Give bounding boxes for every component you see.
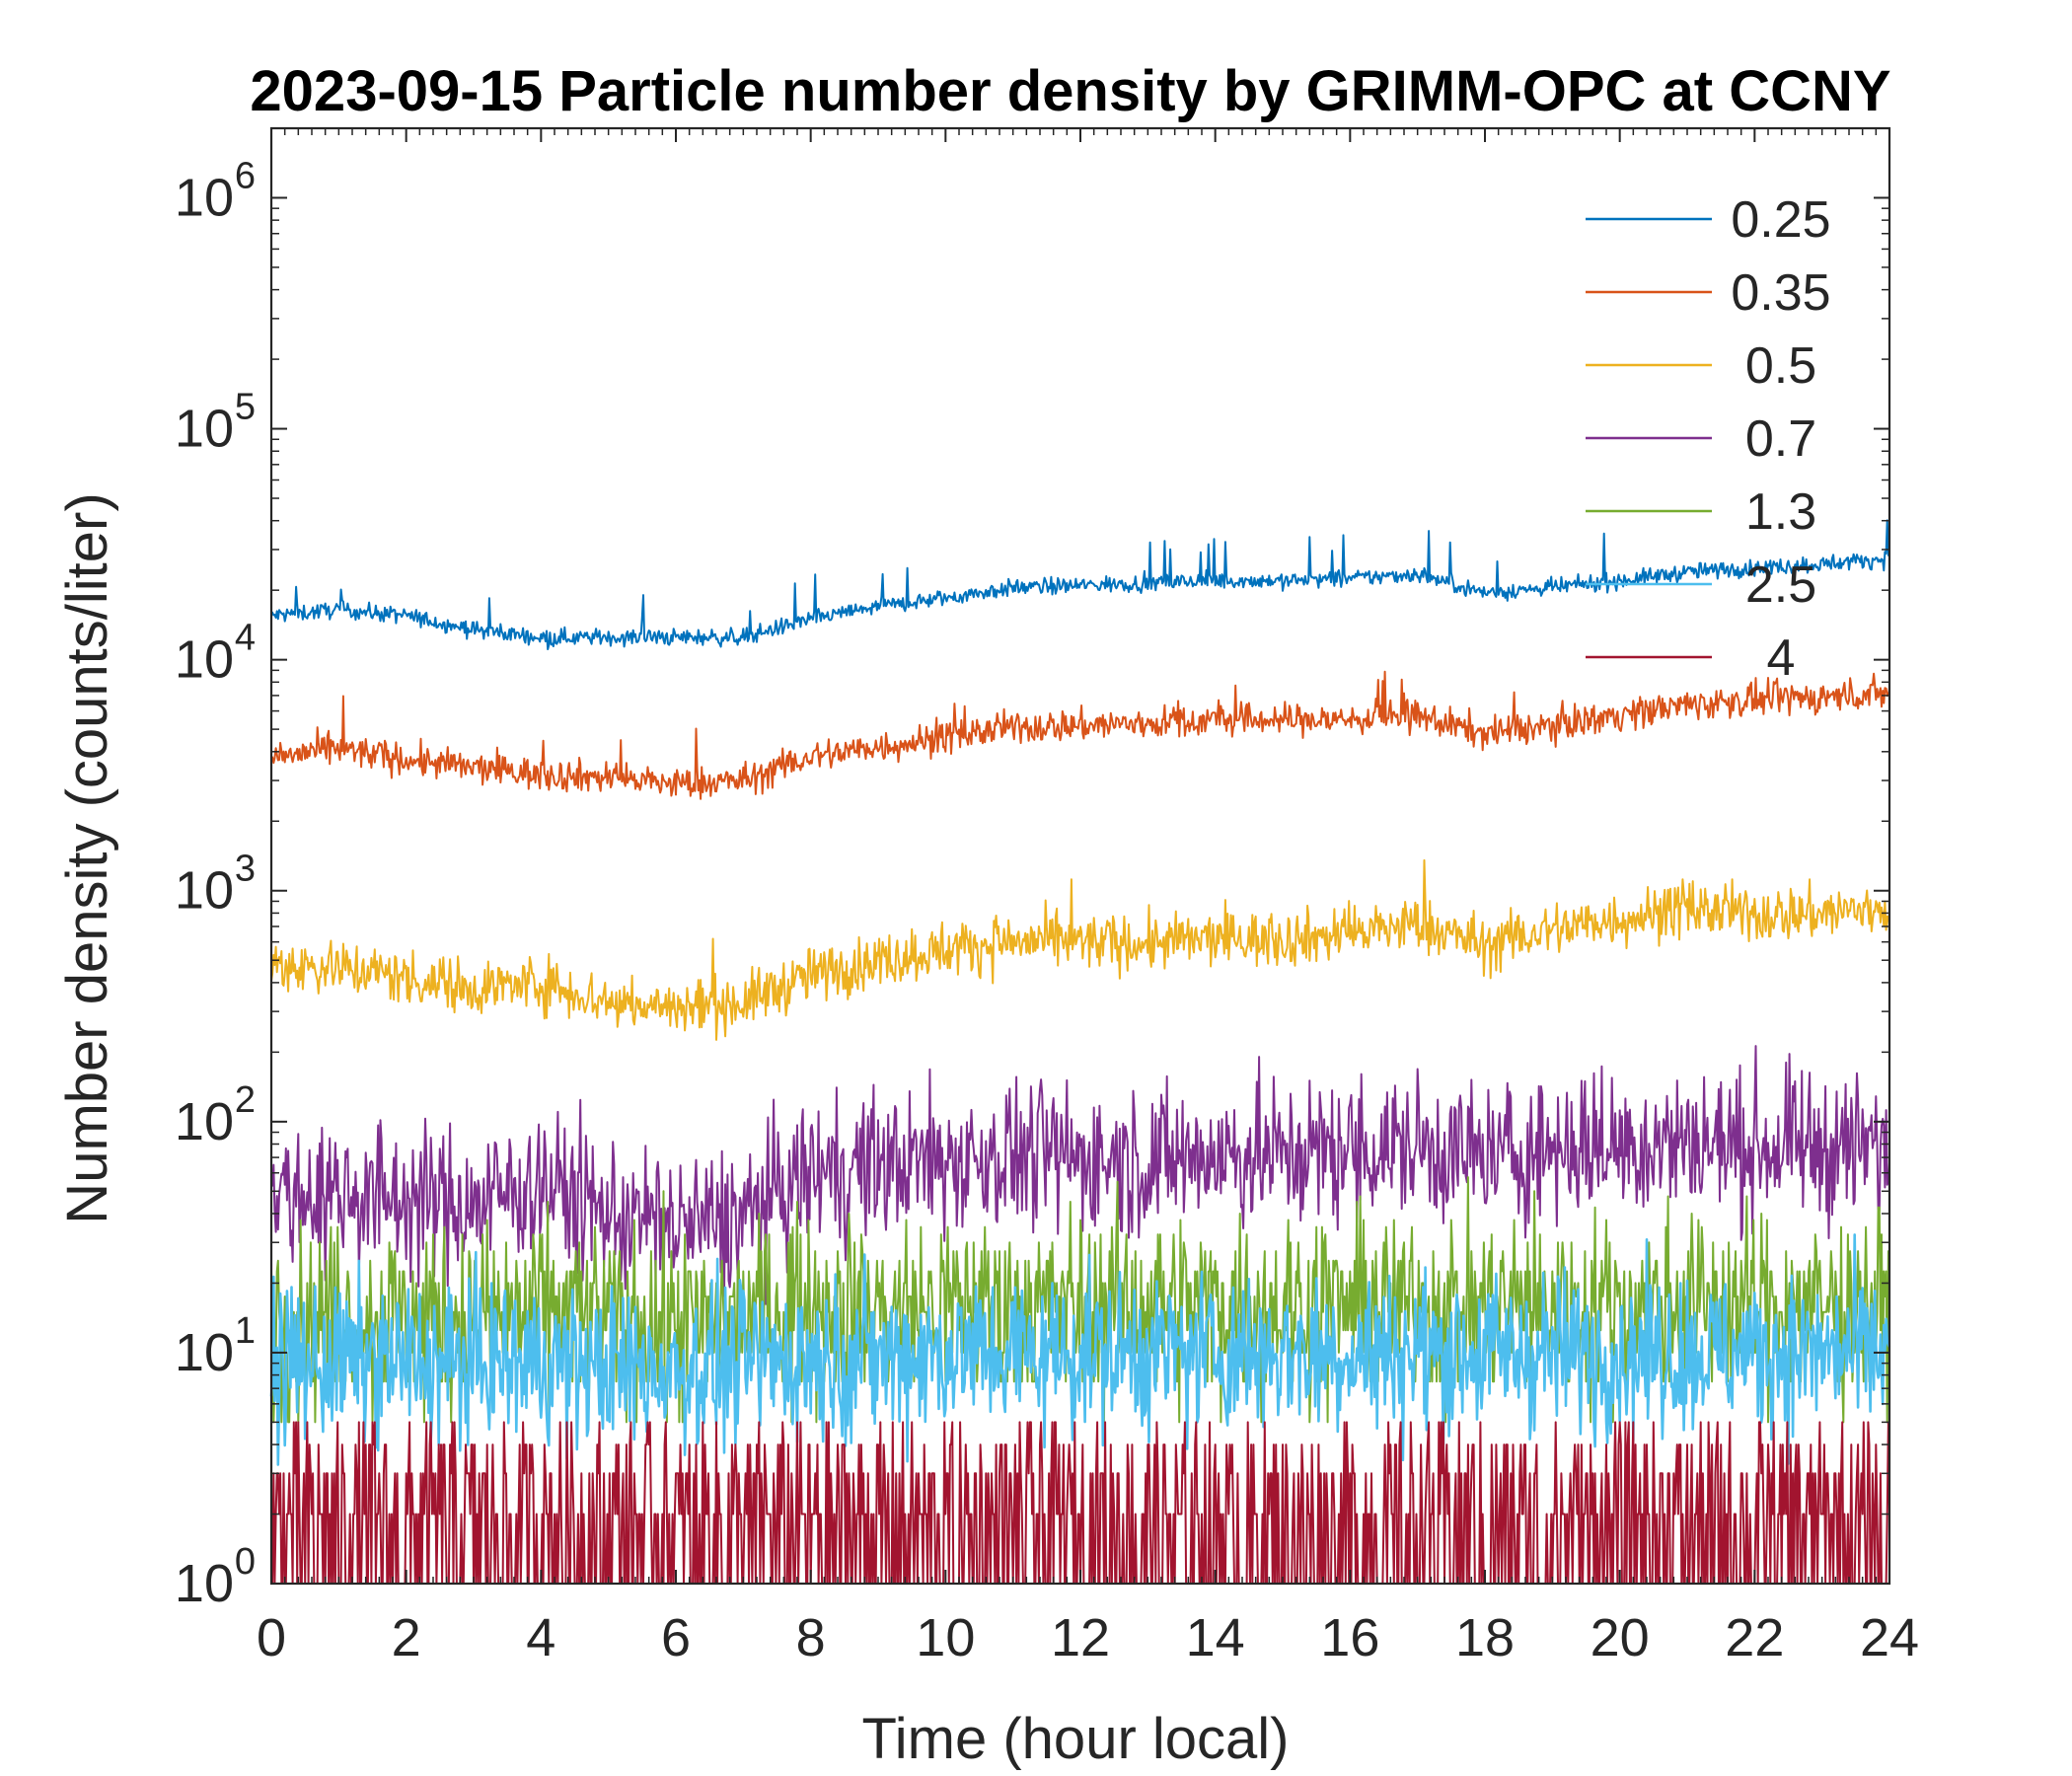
tick-marks — [270, 127, 1890, 1585]
x-tick-label: 0 — [257, 1608, 286, 1667]
chart-title: 2023-09-15 Particle number density by GR… — [250, 59, 1890, 123]
legend-label-0.5: 0.5 — [1745, 337, 1816, 395]
y-tick-label: 10 — [175, 1092, 234, 1151]
y-tick-exponent: 2 — [235, 1079, 256, 1121]
y-tick-label: 10 — [175, 861, 234, 921]
y-tick-label: 10 — [175, 1554, 234, 1613]
x-tick-label: 18 — [1455, 1608, 1515, 1667]
legend-label-0.35: 0.35 — [1731, 264, 1830, 322]
x-tick-label: 20 — [1591, 1608, 1650, 1667]
series-line-0.25 — [270, 519, 1890, 650]
x-tick-label: 8 — [796, 1608, 826, 1667]
legend: 0.25 0.35 0.5 0.7 1.3 2.5 4 — [1586, 191, 1831, 687]
y-axis-label: Number density (counts/liter) — [55, 492, 119, 1223]
y-tick-exponent: 6 — [235, 155, 256, 196]
y-tick-exponent: 5 — [235, 387, 256, 428]
series-group — [269, 519, 1891, 1585]
y-tick-label: 10 — [175, 630, 234, 690]
x-tick-label: 16 — [1320, 1608, 1379, 1667]
x-tick-label: 24 — [1860, 1608, 1919, 1667]
y-tick-exponent: 3 — [235, 849, 256, 890]
y-tick-label: 10 — [175, 400, 234, 459]
x-tick-label: 22 — [1725, 1608, 1784, 1667]
x-tick-label: 2 — [392, 1608, 421, 1667]
legend-label-1.3: 1.3 — [1745, 483, 1816, 541]
x-tick-label: 4 — [526, 1608, 555, 1667]
x-axis-label: Time (hour local) — [862, 1707, 1290, 1771]
legend-label-2.5: 2.5 — [1745, 556, 1816, 614]
series-line-1.3 — [270, 1176, 1890, 1424]
x-tick-label: 14 — [1186, 1608, 1245, 1667]
y-tick-label: 10 — [175, 168, 234, 227]
legend-label-0.7: 0.7 — [1745, 410, 1816, 468]
x-tick-label: 10 — [916, 1608, 975, 1667]
series-line-0.35 — [270, 670, 1890, 800]
y-tick-exponent: 4 — [235, 618, 256, 659]
y-tick-exponent: 1 — [235, 1310, 256, 1352]
series-line-0.7 — [270, 1045, 1890, 1305]
series-line-0.5 — [270, 858, 1890, 1041]
legend-label-4: 4 — [1767, 629, 1796, 687]
legend-label-0.25: 0.25 — [1731, 191, 1830, 249]
y-tick-label: 10 — [175, 1323, 234, 1382]
y-tick-exponent: 0 — [235, 1541, 256, 1583]
x-tick-label: 12 — [1051, 1608, 1110, 1667]
x-tick-label: 6 — [661, 1608, 691, 1667]
